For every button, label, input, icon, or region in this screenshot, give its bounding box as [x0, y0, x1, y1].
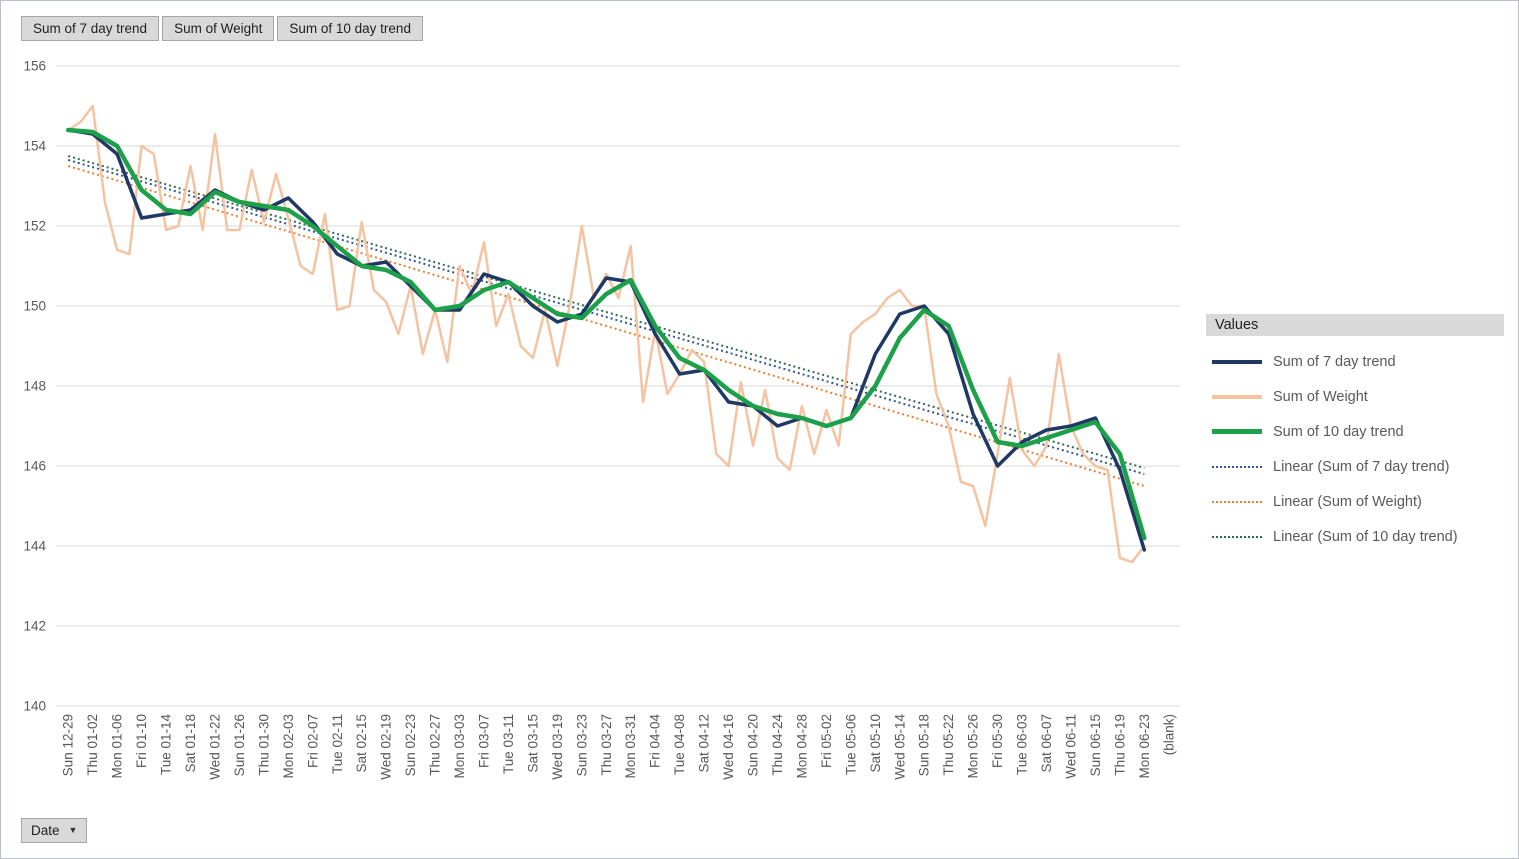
svg-text:Sun 02-23: Sun 02-23 — [403, 714, 418, 776]
svg-text:Sat 05-10: Sat 05-10 — [868, 714, 883, 773]
svg-text:Wed 05-14: Wed 05-14 — [892, 714, 907, 780]
svg-text:Sun 05-18: Sun 05-18 — [917, 714, 932, 776]
svg-text:Sun 01-26: Sun 01-26 — [232, 714, 247, 776]
legend-entry-label: Sum of 7 day trend — [1273, 353, 1396, 370]
legend-entry-label: Linear (Sum of 10 day trend) — [1273, 528, 1458, 545]
svg-text:Sat 03-15: Sat 03-15 — [525, 714, 540, 773]
legend-title: Values — [1206, 314, 1504, 336]
legend-swatch-dotted-line — [1212, 500, 1262, 503]
svg-text:Sat 04-12: Sat 04-12 — [697, 714, 712, 773]
svg-text:Wed 03-19: Wed 03-19 — [550, 714, 565, 780]
svg-text:Tue 02-11: Tue 02-11 — [330, 714, 345, 774]
svg-text:Mon 03-31: Mon 03-31 — [623, 714, 638, 779]
legend-swatch-dotted-line — [1212, 465, 1262, 468]
svg-text:Thu 03-27: Thu 03-27 — [599, 714, 614, 776]
legend-entry-linear-7-day-trend[interactable]: Linear (Sum of 7 day trend) — [1206, 449, 1504, 484]
svg-text:Thu 04-24: Thu 04-24 — [770, 714, 785, 776]
legend-entry-linear-weight[interactable]: Linear (Sum of Weight) — [1206, 484, 1504, 519]
svg-text:(blank): (blank) — [1161, 714, 1176, 755]
svg-text:Thu 06-19: Thu 06-19 — [1112, 714, 1127, 776]
svg-text:152: 152 — [23, 219, 46, 234]
svg-text:Mon 03-03: Mon 03-03 — [452, 714, 467, 779]
value-field-buttons: Sum of 7 day trend Sum of Weight Sum of … — [21, 16, 423, 41]
svg-text:Tue 06-03: Tue 06-03 — [1015, 714, 1030, 775]
svg-text:140: 140 — [23, 699, 46, 714]
svg-text:142: 142 — [23, 619, 46, 634]
svg-text:Mon 05-26: Mon 05-26 — [966, 714, 981, 779]
legend-entry-label: Linear (Sum of 7 day trend) — [1273, 458, 1450, 475]
legend-entry-sum-of-7-day-trend[interactable]: Sum of 7 day trend — [1206, 344, 1504, 379]
svg-text:Thu 01-02: Thu 01-02 — [85, 714, 100, 776]
svg-text:Tue 01-14: Tue 01-14 — [159, 714, 174, 776]
legend-entry-label: Sum of Weight — [1273, 388, 1368, 405]
svg-text:Wed 02-19: Wed 02-19 — [379, 714, 394, 780]
date-axis-field-button[interactable]: Date ▼ — [21, 818, 88, 843]
svg-text:148: 148 — [23, 379, 46, 394]
svg-text:Sun 06-15: Sun 06-15 — [1088, 714, 1103, 776]
svg-text:Sun 03-23: Sun 03-23 — [574, 714, 589, 776]
svg-text:Sat 02-15: Sat 02-15 — [354, 714, 369, 773]
svg-text:Wed 04-16: Wed 04-16 — [721, 714, 736, 780]
svg-text:Thu 02-27: Thu 02-27 — [428, 714, 443, 776]
svg-text:154: 154 — [23, 139, 46, 154]
field-button-7-day-trend[interactable]: Sum of 7 day trend — [21, 16, 160, 41]
field-button-weight[interactable]: Sum of Weight — [162, 16, 275, 41]
svg-text:Mon 04-28: Mon 04-28 — [794, 714, 809, 779]
svg-text:Sat 06-07: Sat 06-07 — [1039, 714, 1054, 773]
svg-text:Fri 03-07: Fri 03-07 — [476, 714, 491, 768]
legend-swatch-dotted-line — [1212, 535, 1262, 538]
svg-text:Tue 05-06: Tue 05-06 — [843, 714, 858, 775]
legend-entry-sum-of-weight[interactable]: Sum of Weight — [1206, 379, 1504, 414]
svg-text:146: 146 — [23, 459, 46, 474]
svg-text:Thu 01-30: Thu 01-30 — [256, 714, 271, 776]
legend-entry-label: Sum of 10 day trend — [1273, 423, 1404, 440]
legend-swatch-solid-line — [1212, 359, 1262, 364]
svg-text:Fri 01-10: Fri 01-10 — [134, 714, 149, 768]
legend-entry-linear-10-day-trend[interactable]: Linear (Sum of 10 day trend) — [1206, 519, 1504, 554]
line-chart: 140 142 144 146 148 150 152 154 156 Sun 12-29 Thu … — [23, 59, 1181, 780]
legend-entry-sum-of-10-day-trend[interactable]: Sum of 10 day trend — [1206, 414, 1504, 449]
svg-text:Tue 04-08: Tue 04-08 — [672, 714, 687, 775]
chevron-down-icon: ▼ — [68, 825, 78, 835]
svg-text:Sun 04-20: Sun 04-20 — [746, 714, 761, 776]
date-axis-label: Date — [31, 823, 60, 838]
legend-swatch-solid-line — [1212, 394, 1262, 399]
svg-text:Sat 01-18: Sat 01-18 — [183, 714, 198, 773]
legend-entry-label: Linear (Sum of Weight) — [1273, 493, 1422, 510]
svg-text:150: 150 — [23, 299, 46, 314]
svg-text:Tue 03-11: Tue 03-11 — [501, 714, 516, 774]
chart-legend: Values Sum of 7 day trend Sum of Weight … — [1206, 314, 1504, 554]
svg-text:Fri 02-07: Fri 02-07 — [305, 714, 320, 768]
svg-text:Mon 06-23: Mon 06-23 — [1137, 714, 1152, 779]
field-button-10-day-trend[interactable]: Sum of 10 day trend — [277, 16, 423, 41]
svg-text:Wed 06-11: Wed 06-11 — [1063, 714, 1078, 779]
svg-text:Fri 05-02: Fri 05-02 — [819, 714, 834, 768]
legend-swatch-solid-line — [1212, 429, 1262, 434]
legend-entries: Sum of 7 day trend Sum of Weight Sum of … — [1206, 336, 1504, 554]
svg-text:Mon 02-03: Mon 02-03 — [281, 714, 296, 779]
svg-text:Mon 01-06: Mon 01-06 — [110, 714, 125, 779]
svg-text:144: 144 — [23, 539, 46, 554]
svg-text:Sun 12-29: Sun 12-29 — [61, 714, 76, 776]
svg-text:156: 156 — [23, 59, 46, 74]
svg-text:Wed 01-22: Wed 01-22 — [207, 714, 222, 780]
svg-text:Fri 05-30: Fri 05-30 — [990, 714, 1005, 768]
svg-text:Fri 04-04: Fri 04-04 — [648, 714, 663, 769]
svg-text:Thu 05-22: Thu 05-22 — [941, 714, 956, 776]
